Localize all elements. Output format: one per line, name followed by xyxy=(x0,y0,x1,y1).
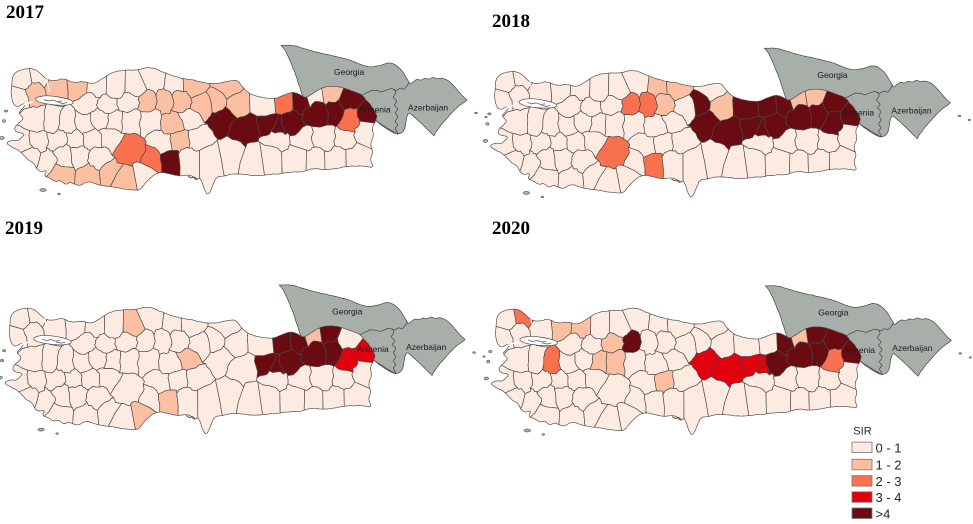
svg-text:SIR: SIR xyxy=(853,426,871,438)
svg-text:Armenia: Armenia xyxy=(843,345,875,355)
svg-text:Georgia: Georgia xyxy=(334,67,365,77)
svg-text:3 - 4: 3 - 4 xyxy=(876,490,902,505)
svg-text:Armenia: Armenia xyxy=(357,344,389,354)
svg-text:Georgia: Georgia xyxy=(818,308,849,318)
svg-text:>4: >4 xyxy=(876,506,891,521)
svg-text:Georgia: Georgia xyxy=(332,307,363,317)
svg-text:Armenia: Armenia xyxy=(359,105,391,115)
svg-text:2 - 3: 2 - 3 xyxy=(876,474,902,489)
svg-text:0 - 1: 0 - 1 xyxy=(876,440,902,455)
svg-text:Azerbaijan: Azerbaijan xyxy=(892,343,932,353)
svg-text:Azerbaijan: Azerbaijan xyxy=(891,105,931,115)
svg-text:Georgia: Georgia xyxy=(817,70,848,80)
svg-text:Azerbaijan: Azerbaijan xyxy=(406,342,446,352)
svg-text:1 - 2: 1 - 2 xyxy=(876,458,902,473)
svg-text:Azerbaijan: Azerbaijan xyxy=(408,103,448,113)
svg-text:Armenia: Armenia xyxy=(842,107,874,117)
